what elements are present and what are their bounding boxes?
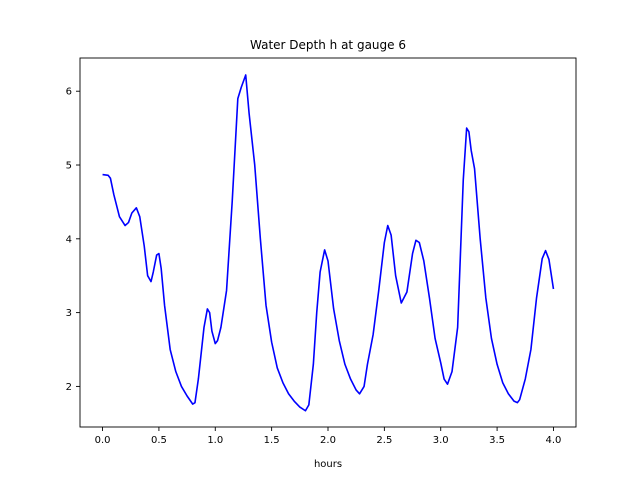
x-tick-label: 2.0 (320, 435, 336, 446)
y-tick-label: 4 (66, 234, 72, 245)
x-tick-label: 0.0 (95, 435, 111, 446)
x-tick-label: 4.0 (546, 435, 562, 446)
chart-title: Water Depth h at gauge 6 (250, 38, 406, 52)
x-tick-label: 0.5 (151, 435, 167, 446)
x-tick-label: 3.5 (489, 435, 505, 446)
x-tick-label: 2.5 (376, 435, 392, 446)
x-axis-label: hours (314, 459, 342, 470)
y-tick-label: 6 (66, 87, 72, 98)
x-tick-label: 1.0 (207, 435, 223, 446)
plot-area: 0.0 0.5 1.0 1.5 2.0 2.5 3.0 3.5 4.0 2 3 4 5 6 (66, 57, 577, 446)
y-tick-label: 2 (66, 382, 72, 393)
series-line-0 (102, 74, 555, 412)
y-tick-label: 5 (66, 161, 72, 172)
y-tick-label: 3 (66, 308, 72, 319)
x-tick-label: 3.0 (433, 435, 449, 446)
x-tick-label: 1.5 (264, 435, 280, 446)
